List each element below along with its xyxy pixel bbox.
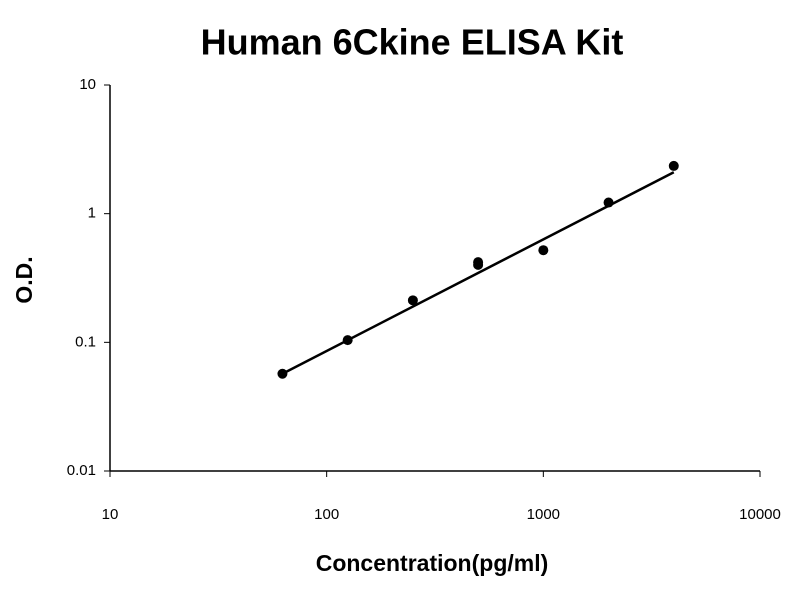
x-tick-label: 10: [102, 506, 119, 523]
y-tick-label: 0.1: [75, 333, 96, 350]
data-point: [407, 295, 418, 306]
data-point: [538, 245, 549, 256]
y-tick-label: 10: [79, 76, 96, 93]
x-tick-label: 100: [314, 506, 339, 523]
fit-line: [281, 171, 675, 375]
y-tick-label: 1: [88, 205, 96, 222]
y-axis-label: O.D.: [11, 256, 37, 303]
x-tick-label: 1000: [527, 506, 560, 523]
x-axis-label: Concentration(pg/ml): [316, 550, 549, 576]
x-tick-label: 10000: [739, 506, 781, 523]
y-tick-label: 0.01: [67, 462, 96, 479]
data-point: [668, 160, 679, 171]
chart-title: Human 6Ckine ELISA Kit: [201, 22, 624, 63]
data-point: [473, 257, 484, 268]
